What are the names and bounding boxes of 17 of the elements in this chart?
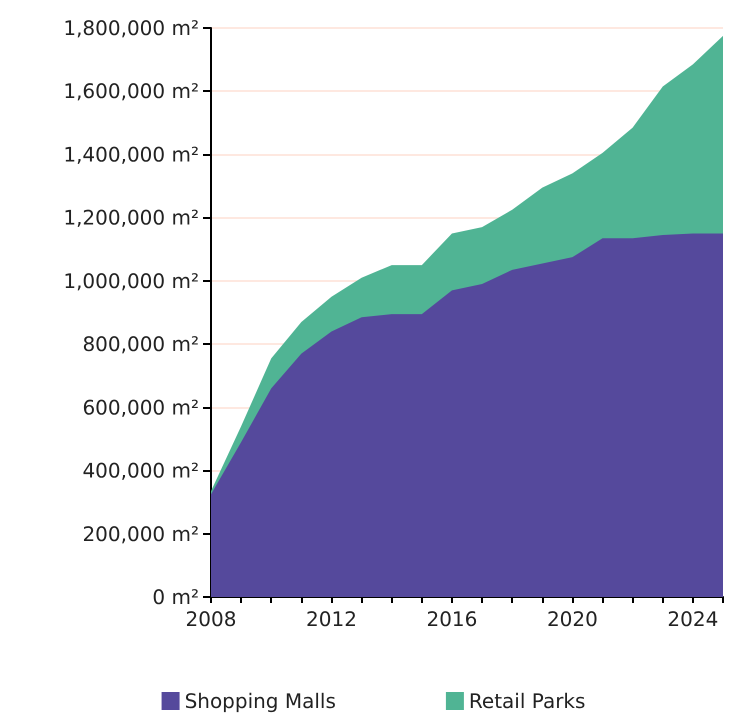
y-tick-label: 800,000 m² bbox=[82, 332, 199, 356]
x-tick-label: 2008 bbox=[186, 607, 236, 631]
y-tick-label: 1,200,000 m² bbox=[63, 206, 199, 230]
y-tick-label: 600,000 m² bbox=[82, 395, 199, 420]
y-tick-label: 1,000,000 m² bbox=[63, 268, 199, 293]
legend-label: Shopping Malls bbox=[184, 689, 336, 713]
y-tick-label: 400,000 m² bbox=[82, 458, 199, 483]
y-tick-label: 200,000 m² bbox=[82, 522, 199, 546]
x-tick-label: 2020 bbox=[546, 607, 598, 631]
y-tick-label: 1,400,000 m² bbox=[63, 142, 199, 166]
x-tick-label: 2016 bbox=[426, 607, 478, 631]
x-tick-label: 2024 bbox=[667, 607, 718, 631]
y-tick-label: 1,800,000 m² bbox=[63, 16, 199, 40]
y-tick-label: 1,600,000 m² bbox=[63, 79, 199, 104]
y-tick-label: 0 m² bbox=[152, 585, 199, 609]
x-tick-label: 2012 bbox=[306, 607, 357, 631]
legend-label: Retail Parks bbox=[468, 689, 586, 713]
